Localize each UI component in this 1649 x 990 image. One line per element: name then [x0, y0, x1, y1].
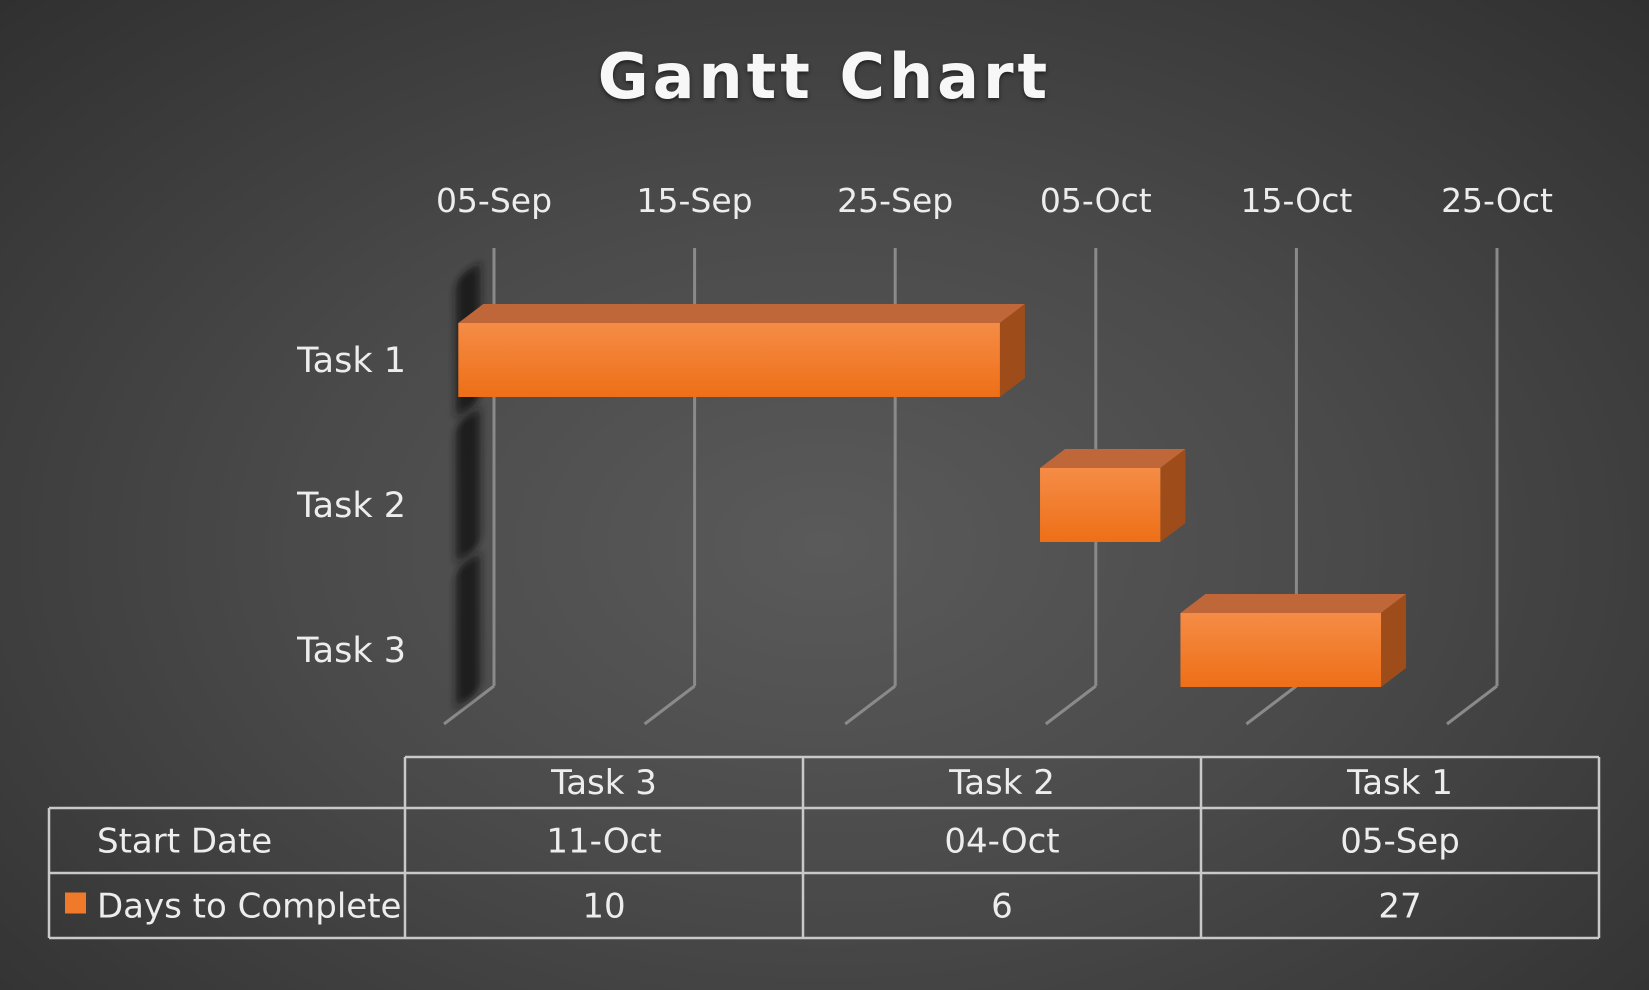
category-label: Task 3: [296, 631, 406, 671]
table-row-label: Days to Complete: [97, 887, 401, 927]
axis-wall-shadow: [456, 410, 480, 560]
bar-front: [1180, 613, 1382, 687]
table-column-header: Task 3: [550, 763, 657, 803]
gridline-floor: [643, 684, 696, 726]
x-tick-label: 05-Sep: [436, 181, 552, 220]
gridline-floor: [1245, 684, 1298, 726]
bar-top: [458, 304, 1025, 323]
bar-front: [458, 323, 1000, 397]
legend-swatch: [65, 892, 86, 914]
x-tick-label: 15-Sep: [637, 181, 753, 220]
chart-title: Gantt Chart: [597, 40, 1052, 113]
table-cell: 04-Oct: [944, 822, 1059, 862]
gridline-floor: [844, 684, 897, 726]
bar-top: [1040, 449, 1186, 468]
axis-wall-shadow: [456, 555, 480, 705]
x-tick-label: 05-Oct: [1040, 181, 1152, 220]
bar-top: [1180, 594, 1407, 613]
table-column-header: Task 1: [1346, 763, 1453, 803]
x-tick-label: 15-Oct: [1240, 181, 1352, 220]
bar-side: [1381, 594, 1407, 687]
x-tick-label: 25-Sep: [837, 181, 953, 220]
bar-side: [1160, 449, 1186, 542]
bar-side: [999, 304, 1025, 397]
table-cell: 11-Oct: [546, 822, 661, 862]
gridline-floor: [1044, 684, 1097, 726]
bar: [458, 304, 1025, 397]
table-column-header: Task 2: [948, 763, 1055, 803]
category-label: Task 2: [296, 486, 406, 526]
bar: [1180, 594, 1407, 687]
x-tick-label: 25-Oct: [1441, 181, 1553, 220]
table-cell: 27: [1378, 887, 1421, 927]
table-row-label: Start Date: [97, 822, 272, 862]
bar: [1040, 449, 1186, 542]
gridline-floor: [1446, 684, 1498, 726]
category-label: Task 1: [296, 341, 406, 381]
bar-front: [1040, 468, 1161, 542]
table-cell: 6: [991, 887, 1013, 927]
table-cell: 05-Sep: [1340, 822, 1460, 862]
gridline-floor: [443, 684, 495, 726]
table-cell: 10: [582, 887, 625, 927]
